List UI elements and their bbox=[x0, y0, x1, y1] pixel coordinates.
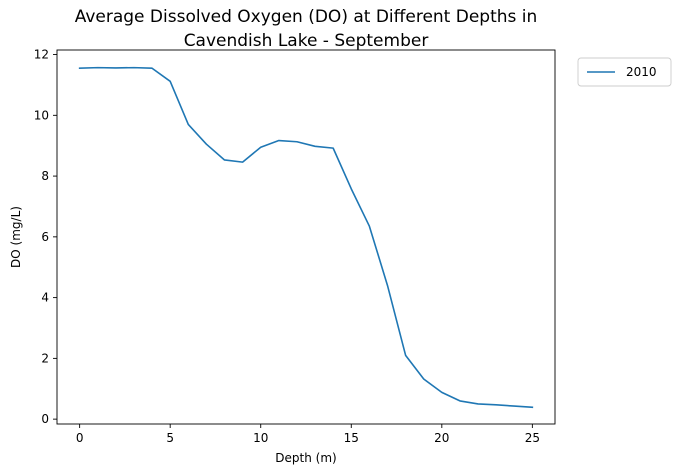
y-tick-label: 12 bbox=[34, 48, 49, 62]
y-axis-label: DO (mg/L) bbox=[9, 206, 23, 268]
x-tick-label: 10 bbox=[253, 431, 268, 445]
y-tick-label: 4 bbox=[41, 291, 49, 305]
x-tick-label: 0 bbox=[76, 431, 84, 445]
x-axis-label: Depth (m) bbox=[275, 451, 336, 465]
legend-box bbox=[577, 57, 672, 87]
x-tick-label: 25 bbox=[525, 431, 540, 445]
plot-area-frame bbox=[56, 49, 556, 425]
y-tick-label: 0 bbox=[41, 412, 49, 426]
x-tick-label: 20 bbox=[434, 431, 449, 445]
x-tick-label: 5 bbox=[166, 431, 174, 445]
y-tick-label: 8 bbox=[41, 169, 49, 183]
y-tick-label: 6 bbox=[41, 230, 49, 244]
chart-title-line: Average Dissolved Oxygen (DO) at Differe… bbox=[75, 7, 538, 27]
x-tick-label: 15 bbox=[344, 431, 359, 445]
series-line-2010 bbox=[78, 66, 534, 409]
y-tick-label: 10 bbox=[34, 108, 49, 122]
y-tick-label: 2 bbox=[41, 351, 49, 365]
chart-title-line: Cavendish Lake - September bbox=[184, 31, 429, 51]
legend-label: 2010 bbox=[626, 65, 657, 79]
